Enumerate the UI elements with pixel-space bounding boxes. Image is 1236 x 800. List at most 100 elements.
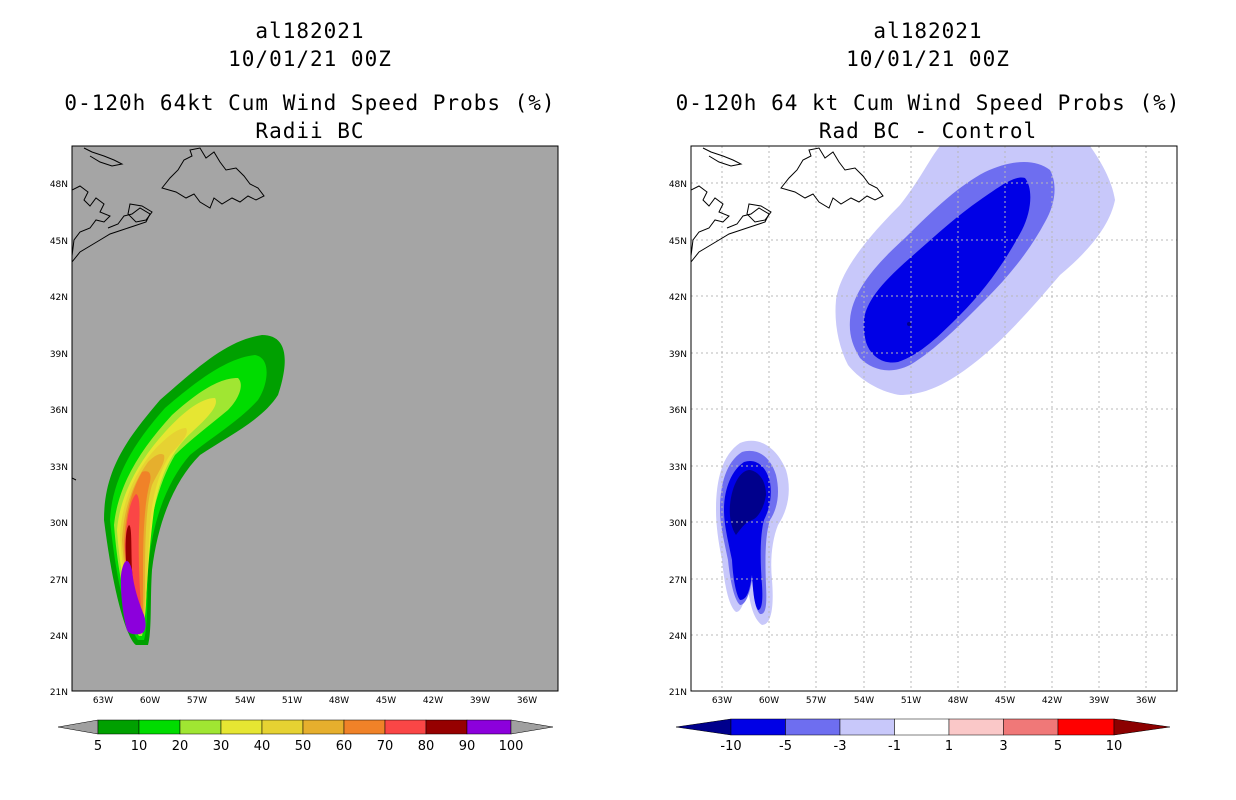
left-colorbar-swatch	[302, 719, 345, 735]
right-lat-label: 42N	[669, 293, 687, 303]
left-lon-label: 54W	[235, 696, 255, 706]
left-colorbar-label: 90	[459, 739, 476, 754]
left-lat-label: 27N	[50, 576, 68, 586]
left-colorbar-swatch	[261, 719, 304, 735]
right-lat-label: 24N	[669, 632, 687, 642]
left-lat-label: 48N	[50, 180, 68, 190]
left-map-frame	[71, 145, 559, 692]
right-colorbar-swatch	[1057, 718, 1115, 736]
right-lon-label: 63W	[712, 696, 732, 706]
right-colorbar-swatch	[894, 718, 950, 736]
right-colorbar-label: 5	[1054, 739, 1062, 754]
left-colorbar-label: 30	[213, 739, 230, 754]
left-colorbar-label: 70	[377, 739, 394, 754]
right-colorbar-label: 3	[999, 739, 1007, 754]
left-colorbar-swatch	[343, 719, 386, 735]
right-colorbar-label: -5	[779, 739, 792, 754]
right-colorbar-swatch	[785, 718, 841, 736]
left-colorbar-swatch	[179, 719, 222, 735]
left-colorbar-label: 60	[336, 739, 353, 754]
right-map-frame	[690, 145, 1178, 692]
right-lon-label: 48W	[948, 696, 968, 706]
left-colorbar-low-arrow	[57, 719, 99, 735]
prob-band-10	[110, 355, 267, 640]
right-lon-label: 39W	[1089, 696, 1109, 706]
left-lat-label: 30N	[50, 519, 68, 529]
right-colorbar-label: 10	[1106, 739, 1123, 754]
right-datetime: 10/01/21 00Z	[846, 47, 1010, 71]
left-lat-label: 42N	[50, 293, 68, 303]
right-lon-label: 54W	[854, 696, 874, 706]
left-lon-label: 39W	[470, 696, 490, 706]
right-colorbar-label: -10	[720, 739, 741, 754]
left-colorbar-swatch	[466, 719, 512, 735]
right-colorbar: -10 -5 -3 -1 1 3 5 10	[675, 718, 1171, 754]
right-storm-id: al182021	[873, 19, 983, 43]
right-difference-field	[716, 146, 1115, 625]
left-colorbar-label: 80	[418, 739, 435, 754]
left-lat-label: 24N	[50, 632, 68, 642]
left-lon-label: 45W	[376, 696, 396, 706]
right-subtitle: Rad BC - Control	[818, 119, 1038, 143]
right-lat-label: 48N	[669, 180, 687, 190]
left-product-title: 0-120h 64kt Cum Wind Speed Probs (%)	[64, 91, 556, 115]
left-lon-label: 57W	[187, 696, 207, 706]
left-colorbar: 5 10 20 30 40 50 60 70 80 90 100	[57, 719, 554, 754]
right-colorbar-swatch	[1003, 718, 1059, 736]
left-lat-label: 36N	[50, 406, 68, 416]
right-lat-label: 45N	[669, 237, 687, 247]
right-lon-label: 36W	[1136, 696, 1156, 706]
left-lon-label: 51W	[282, 696, 302, 706]
left-colorbar-label: 20	[172, 739, 189, 754]
right-axes: 63W 60W 57W 54W 51W 48W 45W 42W 39W 36W …	[669, 180, 1156, 706]
left-lon-label: 42W	[423, 696, 443, 706]
left-lon-label: 63W	[93, 696, 113, 706]
right-lat-label: 39N	[669, 350, 687, 360]
left-lat-label: 21N	[50, 688, 68, 698]
left-lat-label: 45N	[50, 237, 68, 247]
right-colorbar-label: 1	[945, 739, 953, 754]
right-colorbar-label: -1	[888, 739, 901, 754]
left-probability-swath	[104, 335, 285, 645]
left-colorbar-label: 100	[499, 739, 524, 754]
right-lat-label: 21N	[669, 688, 687, 698]
left-colorbar-label: 50	[295, 739, 312, 754]
right-colorbar-swatch	[839, 718, 895, 736]
right-gridlines	[691, 146, 1177, 691]
left-subtitle: Radii BC	[255, 119, 365, 143]
right-lat-label: 33N	[669, 463, 687, 473]
left-colorbar-swatch	[138, 719, 181, 735]
prob-band-80	[125, 525, 140, 622]
left-colorbar-label: 5	[94, 739, 102, 754]
left-colorbar-high-arrow	[510, 719, 554, 735]
right-lon-label: 45W	[995, 696, 1015, 706]
left-lat-label: 33N	[50, 463, 68, 473]
left-lon-label: 60W	[140, 696, 160, 706]
right-lat-label: 30N	[669, 519, 687, 529]
right-lat-label: 27N	[669, 576, 687, 586]
diff-band-south-core	[729, 470, 766, 535]
right-colorbar-low-arrow	[675, 718, 732, 736]
left-datetime: 10/01/21 00Z	[228, 47, 392, 71]
left-lon-label: 36W	[517, 696, 537, 706]
right-lat-label: 36N	[669, 406, 687, 416]
right-lon-label: 57W	[806, 696, 826, 706]
right-coastline	[691, 147, 884, 263]
right-colorbar-label: -3	[834, 739, 847, 754]
left-colorbar-swatch	[384, 719, 427, 735]
right-lon-label: 60W	[759, 696, 779, 706]
right-product-title: 0-120h 64 kt Cum Wind Speed Probs (%)	[675, 91, 1181, 115]
left-axes: 63W 60W 57W 54W 51W 48W 45W 42W 39W 36W …	[50, 180, 537, 706]
diff-band-minus5-to-minus10	[863, 177, 1031, 363]
diff-dot	[907, 322, 911, 326]
left-coastline	[72, 147, 265, 481]
left-colorbar-swatch	[425, 719, 468, 735]
left-colorbar-swatch	[97, 719, 140, 735]
right-colorbar-swatch	[948, 718, 1004, 736]
left-lat-label: 39N	[50, 350, 68, 360]
left-map	[71, 145, 559, 692]
right-lon-label: 42W	[1042, 696, 1062, 706]
left-storm-id: al182021	[255, 19, 365, 43]
right-lon-label: 51W	[901, 696, 921, 706]
